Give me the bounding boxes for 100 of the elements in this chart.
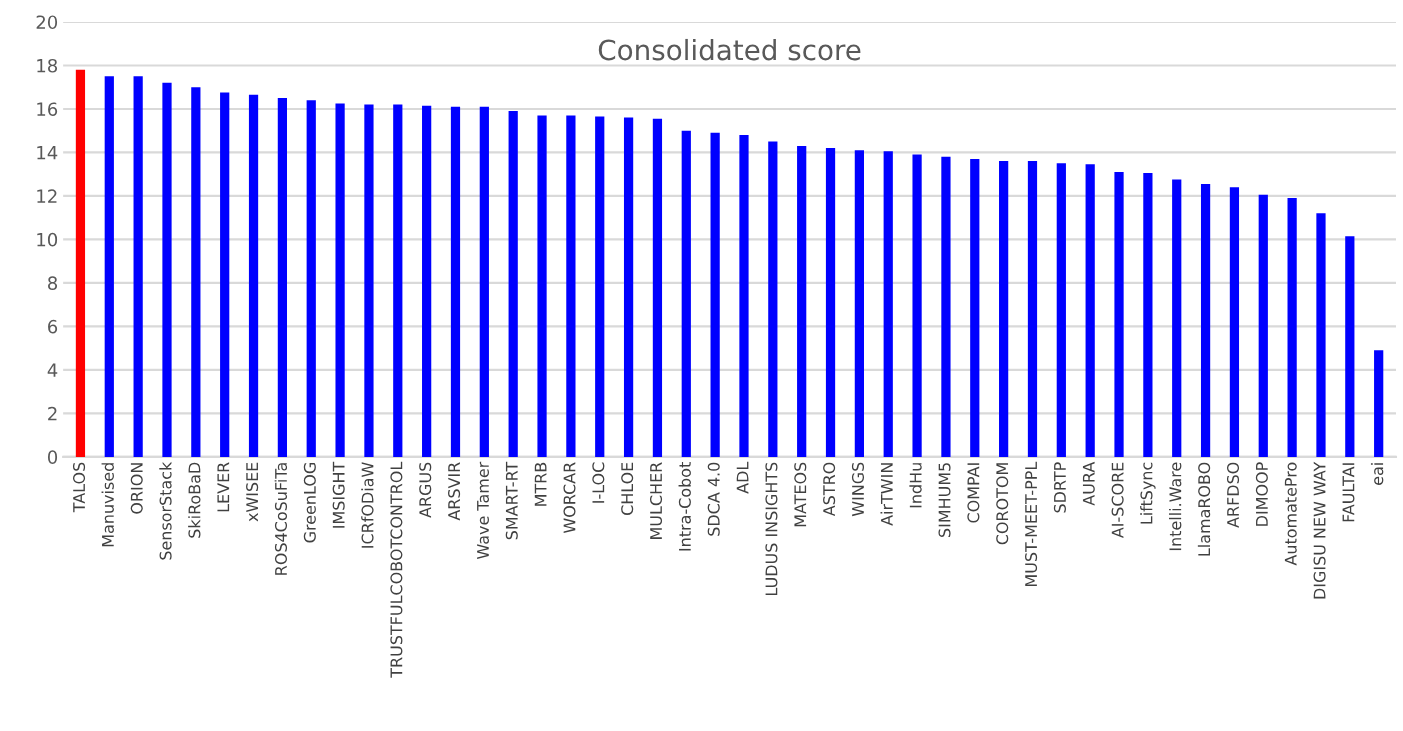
bar — [566, 115, 576, 457]
x-tick-label: MATEOS — [794, 462, 807, 527]
bar — [1172, 179, 1182, 457]
bar — [1056, 163, 1066, 457]
bar — [768, 141, 778, 457]
bar — [162, 82, 172, 457]
bar — [681, 130, 691, 457]
bar — [508, 111, 518, 457]
y-tick-label: 10 — [37, 232, 58, 247]
bar — [739, 135, 749, 457]
x-tick-label: ICRfODiaW — [361, 462, 374, 548]
bar — [912, 154, 922, 457]
bar — [1345, 236, 1355, 457]
x-tick-label: AutomatePro — [1284, 462, 1297, 566]
bar — [191, 87, 201, 457]
x-tick-label: AirTWIN — [880, 463, 893, 526]
x-tick-label: SDRTP — [1053, 462, 1066, 513]
bar — [883, 151, 893, 457]
bar — [1085, 164, 1095, 457]
bar — [479, 106, 489, 457]
y-tick-label: 4 — [47, 363, 58, 377]
x-tick-label: Intra-Cobot — [678, 462, 691, 551]
y-tick-label: 0 — [47, 450, 58, 464]
bar — [710, 132, 720, 457]
x-tick-label: Intelli.Ware — [1169, 462, 1182, 551]
x-tick-label: CHLOE — [621, 462, 634, 515]
x-tick-label: AI-SCORE — [1111, 462, 1124, 539]
x-tick-label: TRUSTFULCOBOTCONTROL — [390, 461, 403, 678]
x-tick-label: SDCA 4.0 — [707, 462, 720, 536]
x-tick-label: COMPAI — [967, 463, 980, 523]
bar — [854, 150, 864, 457]
bar — [999, 161, 1009, 457]
x-tick-label: DIGISU NEW WAY — [1313, 461, 1326, 599]
x-tick-label: SIMHUM5 — [938, 463, 951, 537]
bar — [1374, 350, 1384, 457]
bar — [1229, 187, 1240, 457]
x-tick-label: Manuvised — [101, 463, 114, 547]
x-tick-label: WORCAR — [563, 462, 576, 534]
bar — [652, 118, 663, 457]
bar — [1316, 213, 1326, 457]
x-tick-label: MTRB — [534, 462, 547, 506]
x-tick-label: xWISEE — [246, 462, 259, 522]
x-tick-label: WINGS — [851, 462, 865, 517]
bar — [1258, 194, 1268, 457]
x-tick-label: FAULTAI — [1342, 463, 1355, 522]
bar — [825, 148, 836, 457]
y-tick-label: 18 — [37, 58, 58, 73]
bar — [133, 76, 143, 457]
x-tick-label: ORION — [130, 463, 143, 514]
x-tick-label: ROS4CoSuFiTa — [274, 463, 288, 575]
x-tick-label: LEVER — [217, 462, 230, 512]
y-tick-label: 14 — [37, 146, 58, 160]
bar — [393, 104, 403, 457]
x-tick-label: TALOS — [73, 462, 86, 513]
bar — [1287, 198, 1297, 457]
bar — [1143, 173, 1153, 457]
x-tick-label: SensorStack — [159, 461, 172, 560]
y-tick-label: 12 — [37, 189, 57, 203]
bar — [75, 69, 86, 457]
x-tick-label: ARSVIR — [448, 462, 461, 521]
x-tick-label: IMSIGHT — [332, 461, 345, 528]
bar — [306, 100, 316, 457]
x-tick-label: MULCHER — [649, 462, 663, 539]
x-tick-label: IndHu — [909, 463, 922, 508]
chart-title: Consolidated score — [598, 38, 861, 61]
bar — [941, 156, 951, 457]
x-tick-label: eai — [1370, 463, 1384, 485]
bar — [277, 98, 288, 457]
bar — [623, 117, 634, 457]
x-tick-label: LlamaROBO — [1197, 462, 1211, 556]
x-tick-label: ARFDSO — [1226, 462, 1240, 528]
x-tick-label: DIMOOP — [1255, 462, 1268, 526]
x-tick-label: ARGUS — [419, 462, 432, 518]
bar — [1027, 161, 1038, 457]
x-tick-label: ADL — [736, 461, 749, 494]
bar — [537, 115, 547, 457]
bar — [220, 92, 230, 457]
bar — [422, 105, 432, 457]
bar — [797, 145, 807, 457]
x-tick-label: ASTRO — [823, 462, 836, 517]
x-tick-label: LUDUS INSIGHTS — [765, 462, 778, 595]
bar — [1200, 183, 1211, 457]
x-tick-label: SMART-RT — [505, 461, 518, 540]
bar — [248, 94, 259, 457]
x-tick-label: I-LOC — [592, 462, 605, 503]
bar — [450, 106, 461, 457]
y-tick-label: 2 — [48, 406, 57, 421]
x-tick-label: LiftSync — [1140, 462, 1156, 524]
y-tick-label: 8 — [48, 276, 58, 291]
x-tick-label: MUST-MEET-PPL — [1025, 461, 1038, 587]
bar — [364, 104, 374, 457]
y-tick-label: 16 — [37, 102, 58, 117]
bar — [595, 116, 605, 457]
x-tick-label: AURA — [1082, 461, 1095, 506]
bar — [1114, 171, 1124, 457]
bar — [335, 103, 345, 457]
x-tick-label: SkiRoBaD — [188, 462, 201, 538]
x-tick-label: COROTOM — [996, 463, 1009, 545]
y-tick-label: 20 — [36, 15, 58, 30]
y-tick-label: 6 — [48, 319, 58, 334]
